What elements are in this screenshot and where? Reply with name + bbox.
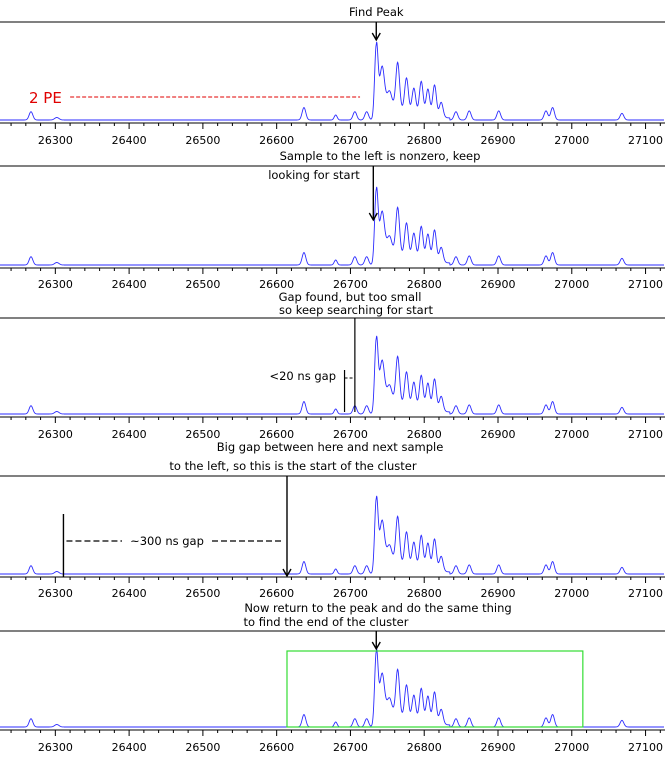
x-tick-label: 26600 [259,134,294,147]
waveform-trace [0,186,664,266]
annotation-line1: Sample to the left is nonzero, keep [280,149,481,163]
x-tick-label: 26900 [481,134,516,147]
x-tick-label: 27100 [628,134,663,147]
waveform-trace [0,41,664,121]
x-tick-label: 26800 [407,428,442,441]
x-tick-label: 26800 [407,134,442,147]
x-tick-label: 26800 [407,741,442,754]
gap-label: ~300 ns gap [130,534,204,548]
x-tick-label: 26500 [185,428,220,441]
x-tick-label: 27000 [554,134,589,147]
x-tick-label: 26600 [259,741,294,754]
panel-3: 26300 26400 26500 26600 26700 26800 26900 27000… [0,290,665,441]
x-tick-label: 26800 [407,278,442,291]
x-tick-label: 26700 [333,741,368,754]
waveform-trace [0,335,664,415]
x-tick-label: 26700 [333,278,368,291]
x-tick-label: 26600 [259,587,294,600]
annotation-line2: so keep searching for start [279,303,433,317]
panel-1: 26300 26400 26500 26600 26700 26800 26900 27000… [0,5,665,147]
annotation-line1: Gap found, but too small [279,290,422,304]
pe-label: 2 PE [29,89,62,107]
x-tick-label: 26300 [38,134,73,147]
x-tick-label: 26500 [185,587,220,600]
x-tick-label: 26500 [185,741,220,754]
waveform-trace [0,495,664,575]
peak-arrow-head [371,641,381,651]
x-tick-label: 26400 [112,741,147,754]
x-tick-label: 27000 [554,741,589,754]
start-arrow-head [368,212,378,222]
x-tick-label: 26900 [481,741,516,754]
x-tick-label: 27100 [628,587,663,600]
x-tick-label: 26400 [112,587,147,600]
x-tick-label: 26400 [112,428,147,441]
x-tick-label: 26600 [259,278,294,291]
x-tick-label: 26300 [38,278,73,291]
panel-2: 26300 26400 26500 26600 26700 26800 26900 27000… [0,149,665,291]
x-tick-label: 26600 [259,428,294,441]
waveform-trace [0,648,664,728]
annotation-line2: looking for start [268,168,360,182]
gap-label: <20 ns gap [269,369,336,383]
x-tick-label: 27000 [554,428,589,441]
x-tick-label: 27000 [554,587,589,600]
x-tick-label: 26900 [481,587,516,600]
cluster-start-arrow-head [282,568,292,578]
x-tick-label: 26700 [333,428,368,441]
annotation-title: Find Peak [349,5,404,19]
x-tick-label: 26300 [38,587,73,600]
cluster-box [286,650,584,728]
annotation-line2: to find the end of the cluster [244,615,409,629]
panel-4: 26300 26400 26500 26600 26700 26800 26900 27000… [0,440,665,600]
x-tick-label: 26900 [481,428,516,441]
x-tick-label: 27100 [628,741,663,754]
annotation-line1: Big gap between here and next sample [217,440,444,454]
x-tick-label: 26700 [333,134,368,147]
x-tick-label: 26300 [38,741,73,754]
x-tick-label: 27100 [628,428,663,441]
peak-arrow-head [371,32,381,42]
panel-5: 26300 26400 26500 26600 26700 26800 26900 27000… [0,601,665,754]
x-tick-label: 26300 [38,428,73,441]
x-tick-label: 27100 [628,278,663,291]
annotation-line1: Now return to the peak and do the same t… [244,601,511,615]
x-tick-label: 26800 [407,587,442,600]
x-tick-label: 27000 [554,278,589,291]
x-tick-label: 26900 [481,278,516,291]
x-tick-label: 26700 [333,587,368,600]
annotation-line2: to the left, so this is the start of the… [169,459,416,473]
x-tick-label: 26400 [112,278,147,291]
x-tick-label: 26500 [185,278,220,291]
x-tick-label: 26400 [112,134,147,147]
x-tick-label: 26500 [185,134,220,147]
